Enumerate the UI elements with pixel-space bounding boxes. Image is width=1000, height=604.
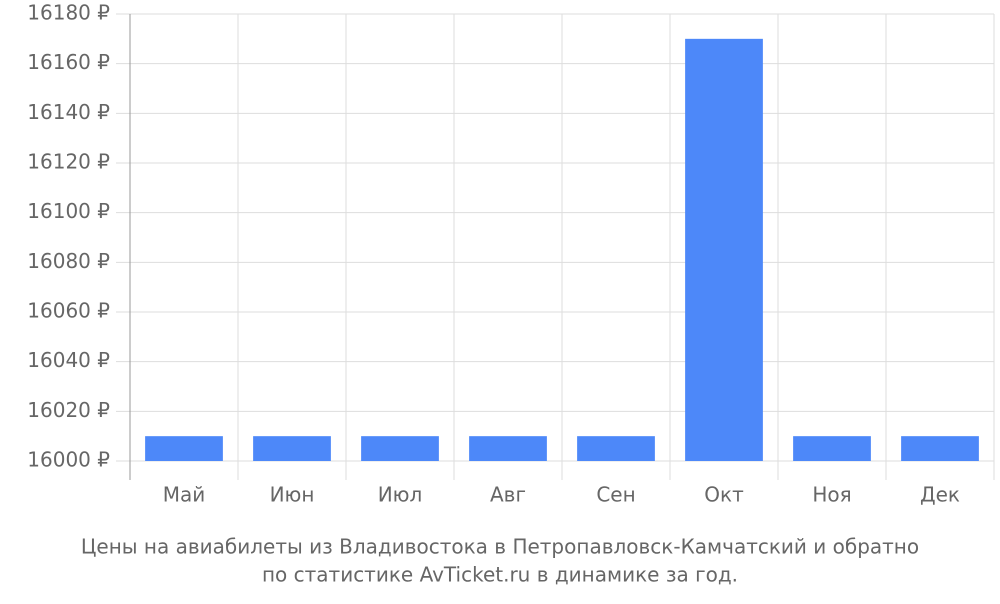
y-tick-label: 16060 ₽ [27, 299, 110, 323]
x-tick-label: Окт [704, 483, 744, 507]
x-tick-label: Ноя [812, 483, 851, 507]
y-tick-label: 16180 ₽ [27, 1, 110, 25]
y-tick-label: 16140 ₽ [27, 100, 110, 124]
y-tick-label: 16080 ₽ [27, 249, 110, 273]
bar [685, 38, 763, 461]
bar [145, 436, 223, 461]
x-tick-label: Сен [596, 483, 635, 507]
y-tick-label: 16040 ₽ [27, 348, 110, 372]
y-tick-label: 16020 ₽ [27, 398, 110, 422]
bar [469, 436, 547, 461]
y-tick-label: 16160 ₽ [27, 50, 110, 74]
y-tick-label: 16100 ₽ [27, 199, 110, 223]
chart-title: по статистике AvTicket.ru в динамике за … [262, 563, 738, 587]
x-tick-label: Май [163, 483, 206, 507]
bar [253, 436, 331, 461]
bar [577, 436, 655, 461]
y-tick-label: 16000 ₽ [27, 448, 110, 472]
y-tick-label: 16120 ₽ [27, 150, 110, 174]
bar [901, 436, 979, 461]
x-tick-label: Авг [490, 483, 526, 507]
chart-title: Цены на авиабилеты из Владивостока в Пет… [81, 535, 919, 559]
bar [361, 436, 439, 461]
x-tick-label: Июн [270, 483, 315, 507]
x-tick-label: Дек [920, 483, 960, 507]
bar [793, 436, 871, 461]
x-tick-label: Июл [378, 483, 423, 507]
